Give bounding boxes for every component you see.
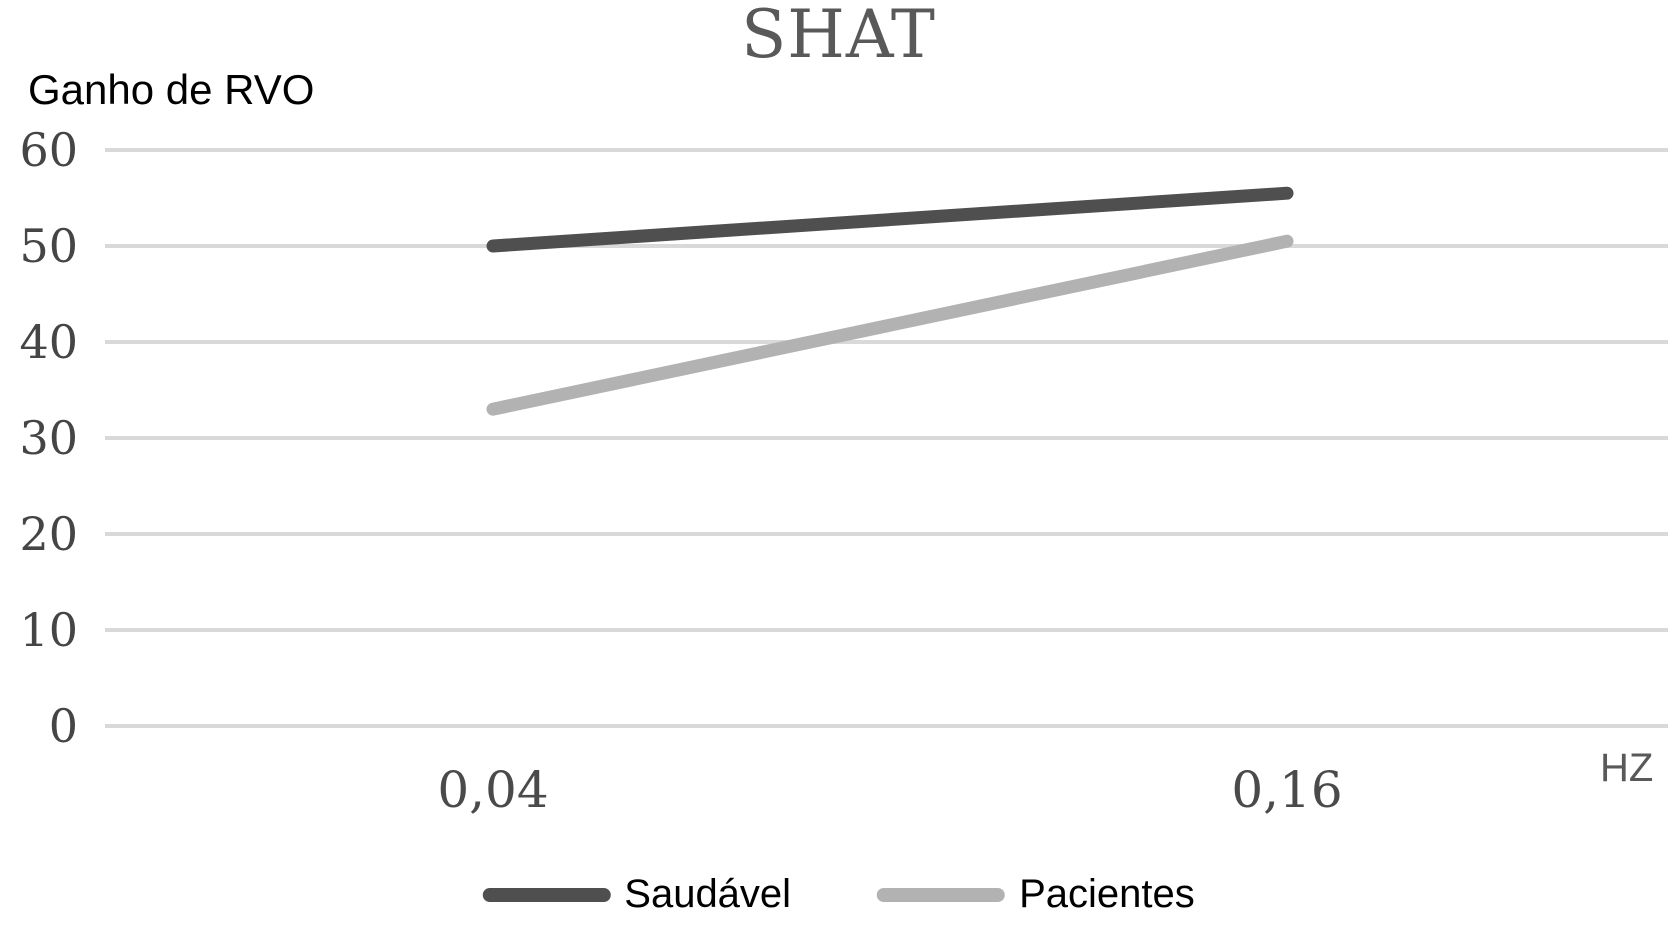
y-tick-label: 0 [48,699,78,753]
y-tick-label: 40 [19,315,78,369]
chart-title: SHAT [741,0,936,73]
y-tick-label: 50 [19,219,78,273]
y-axis-label: Ganho de RVO [28,66,315,113]
series-line-pacientes [486,234,1294,416]
y-tick-label: 60 [19,123,78,177]
y-tick-label: 20 [19,507,78,561]
legend-item-saudável: Saudável [482,872,791,917]
y-tick-label: 10 [19,603,78,657]
y-tick-label: 30 [19,411,78,465]
x-tick-label: 0,04 [437,761,549,819]
x-tick-label: 0,16 [1231,761,1343,819]
legend-swatch-icon [482,887,611,902]
legend-item-pacientes: Pacientes [877,872,1195,917]
legend-label: Saudável [624,872,792,916]
series-line-saudável [486,186,1294,253]
legend: Saudável Pacientes [482,872,1195,917]
x-axis-unit-label: HZ [1600,746,1654,790]
legend-label: Pacientes [1019,872,1195,916]
legend-swatch-icon [877,887,1006,902]
